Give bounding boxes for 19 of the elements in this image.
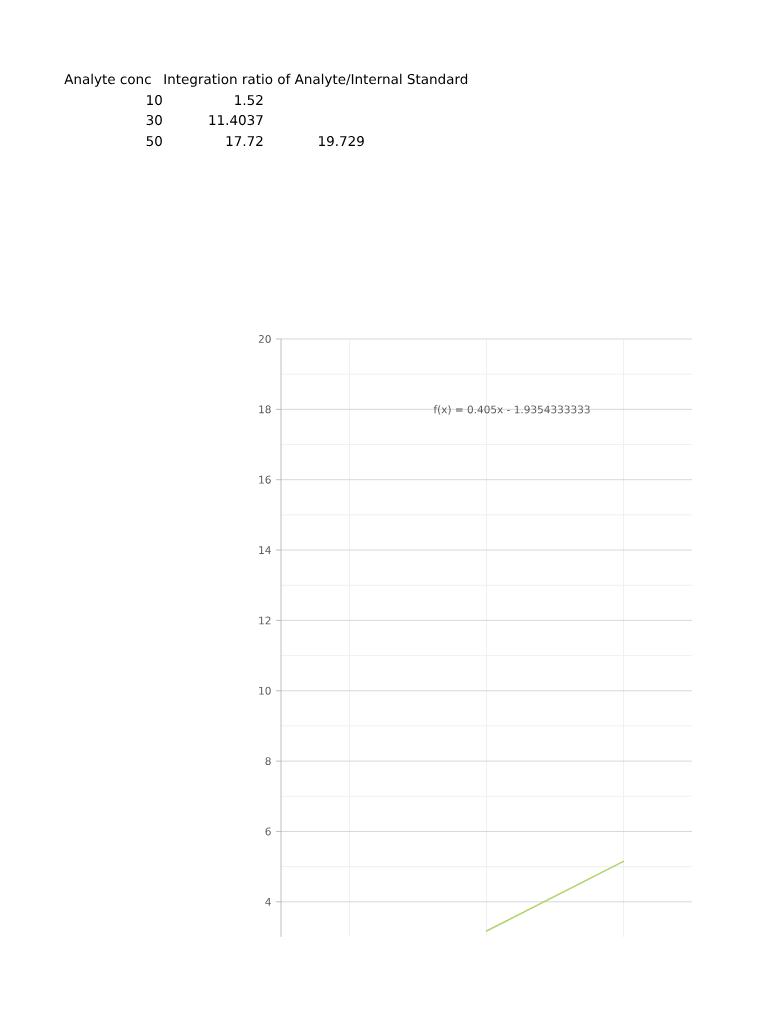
text: 1.52 (235, 94, 263, 106)
annotation: f(x) = 0.405x - 1.9354333333 (433, 405, 590, 415)
y-tick-label: 16 (259, 475, 271, 484)
y-tick-label: 8 (265, 757, 271, 766)
text: Integration ratio of Analyte/Internal Standard (164, 73, 468, 87)
y-tick-label: 6 (265, 827, 271, 836)
y-tick-label: 20 (258, 335, 271, 343)
text: 19.729 (319, 135, 364, 147)
y-tick-label: 18 (259, 405, 271, 414)
y-tick-label: 4 (265, 897, 271, 906)
y-tick-label: 12 (259, 616, 271, 625)
text: 50 (146, 135, 162, 147)
text: 10 (147, 94, 162, 106)
text: 11.4037 (209, 114, 263, 126)
y-tick-label: 10 (259, 686, 271, 695)
text: Analyte conc (64, 73, 151, 87)
text: 30 (146, 114, 162, 126)
y-tick-label: 14 (259, 546, 271, 554)
text: 17.72 (226, 135, 263, 146)
